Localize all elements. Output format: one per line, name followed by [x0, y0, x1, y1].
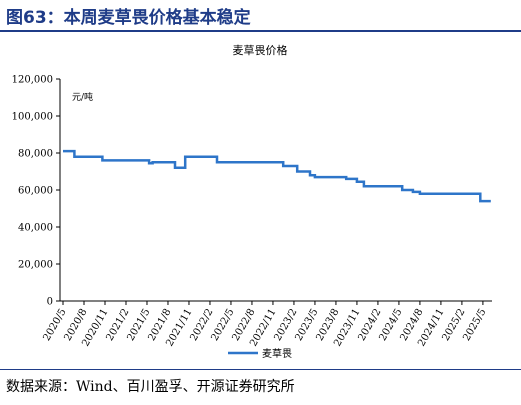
chart: 麦草畏价格 元/吨 0 20,000 40,000 60,000 80,000 100,0… [12, 43, 492, 360]
chart-title: 麦草畏价格 [233, 43, 288, 57]
unit-label: 元/吨 [72, 91, 93, 103]
legend: 麦草畏 [228, 348, 292, 360]
y-axis: 0 20,000 40,000 60,000 80,000 100,000 120,000 [12, 75, 61, 308]
y-tick-label: 0 [47, 297, 53, 308]
x-axis: 2020/52020/82020/112021/22021/52021/8202… [41, 300, 492, 348]
y-tick-label: 120,000 [12, 75, 53, 86]
figure-title-bar: 图63：本周麦草畏价格基本稳定 [0, 0, 521, 30]
y-tick-label: 20,000 [18, 260, 53, 271]
y-tick-label: 60,000 [18, 186, 53, 197]
y-tick-label: 40,000 [18, 223, 53, 234]
y-tick-label: 80,000 [18, 149, 53, 160]
source-note: 数据来源：Wind、百川盈孚、开源证券研究所 [6, 379, 295, 395]
y-tick-label: 100,000 [12, 112, 53, 123]
legend-label: 麦草畏 [262, 348, 292, 360]
source-rule [0, 369, 521, 370]
title-rule [0, 30, 521, 32]
figure-title: 图63：本周麦草畏价格基本稳定 [6, 8, 251, 28]
series-line-maicaowei [63, 149, 491, 203]
